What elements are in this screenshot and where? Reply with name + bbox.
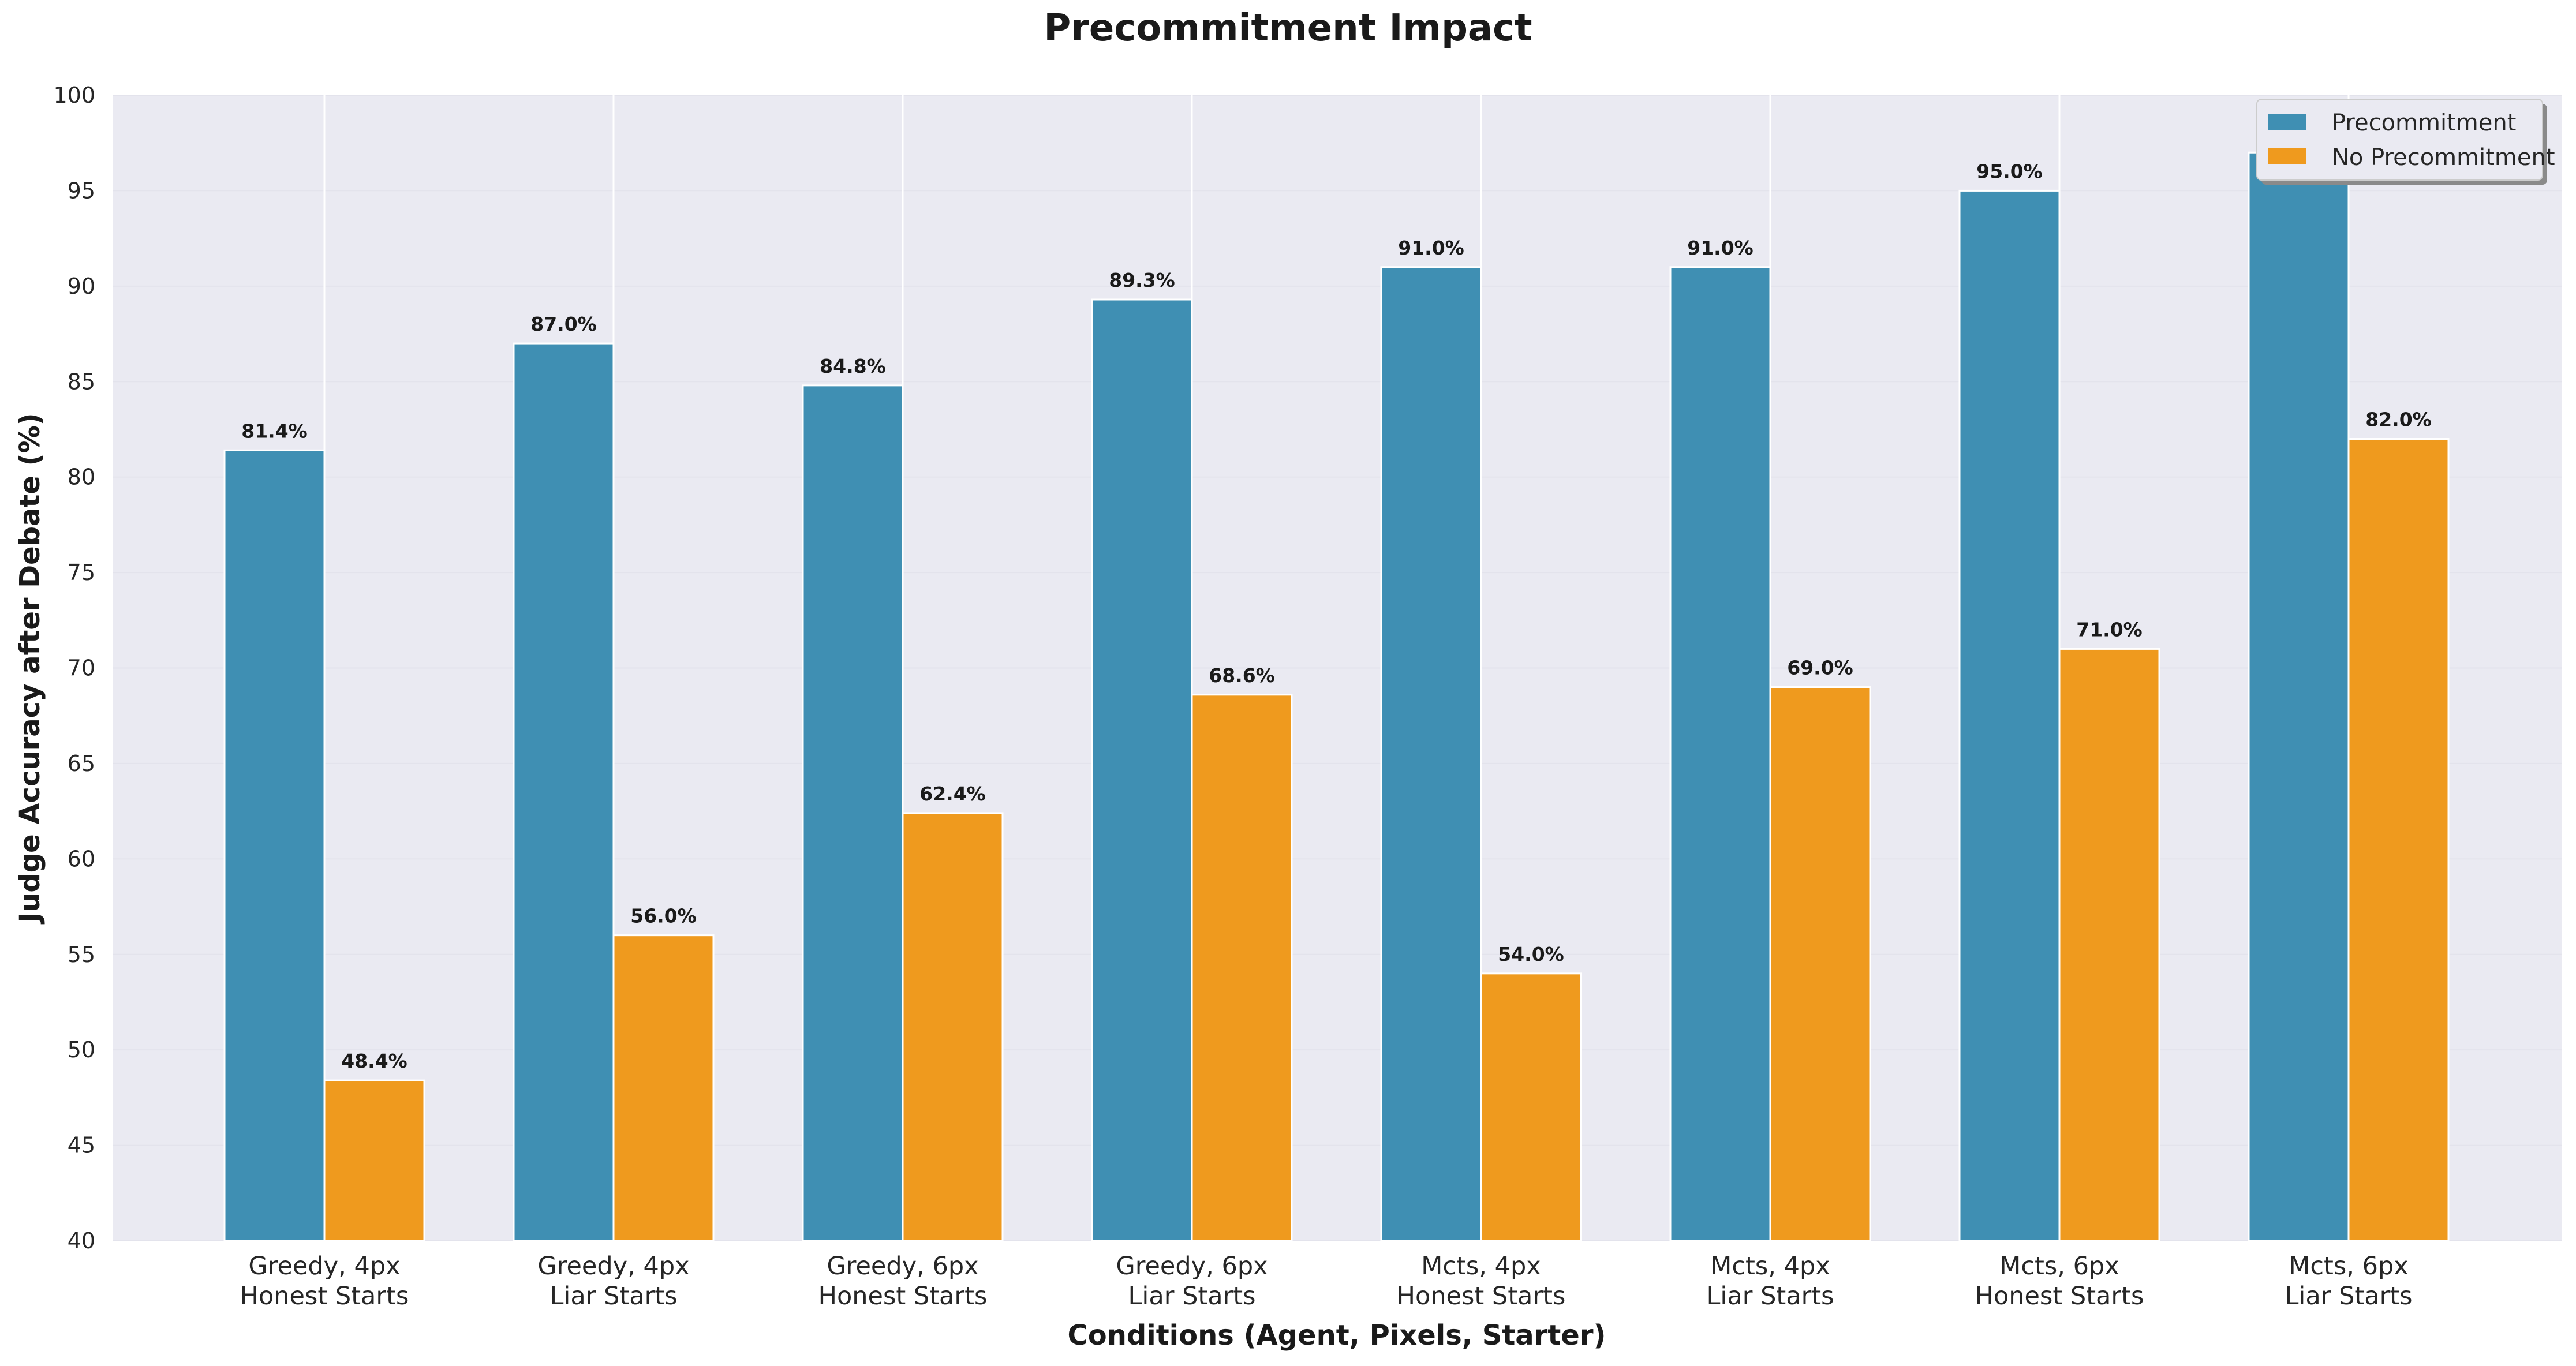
data-label: 87.0% xyxy=(530,313,597,335)
x-tick-label: Mcts, 6px xyxy=(2289,1252,2408,1281)
bar-precommitment xyxy=(513,342,615,1242)
legend-swatch-precommitment xyxy=(2268,114,2306,130)
y-tick-label: 45 xyxy=(68,1133,95,1158)
x-tick-label: Honest Starts xyxy=(1975,1282,2144,1311)
x-tick-label: Honest Starts xyxy=(818,1282,988,1311)
data-label: 62.4% xyxy=(919,783,986,805)
x-tick-label: Mcts, 4px xyxy=(1710,1252,1830,1281)
x-tick-label: Liar Starts xyxy=(549,1282,677,1311)
bar-no-precommitment xyxy=(323,1079,425,1242)
data-label: 54.0% xyxy=(1498,943,1564,965)
y-tick-label: 100 xyxy=(53,83,95,108)
x-tick-label: Liar Starts xyxy=(1706,1282,1834,1311)
y-tick-label: 50 xyxy=(68,1037,95,1062)
legend: Precommitment No Precommitment xyxy=(2256,99,2555,185)
data-label: 71.0% xyxy=(2076,618,2143,641)
data-label: 91.0% xyxy=(1398,237,1464,259)
y-tick-label: 85 xyxy=(68,369,95,394)
bar-precommitment xyxy=(1958,189,2061,1242)
bar-precommitment xyxy=(2248,151,2350,1242)
x-tick-label: Honest Starts xyxy=(1397,1282,1566,1311)
x-tick-label: Mcts, 4px xyxy=(1421,1252,1541,1281)
y-tick-label: 75 xyxy=(68,560,95,585)
bars xyxy=(223,151,2450,1242)
bar-no-precommitment xyxy=(1191,694,1293,1242)
y-tick-label: 70 xyxy=(68,656,95,681)
y-tick-label: 80 xyxy=(68,465,95,490)
bar-no-precommitment xyxy=(2347,438,2450,1242)
data-label: 89.3% xyxy=(1109,269,1175,291)
bar-no-precommitment xyxy=(1769,686,1871,1242)
data-label: 81.4% xyxy=(241,420,308,442)
data-label: 91.0% xyxy=(1687,237,1754,259)
y-tick-label: 60 xyxy=(68,846,95,871)
bar-precommitment xyxy=(1091,298,1193,1242)
bar-precommitment xyxy=(802,384,904,1242)
x-tick-label: Liar Starts xyxy=(1128,1282,1255,1311)
y-axis-ticks: 40 45 50 55 60 65 70 75 80 85 90 95 100 xyxy=(53,83,95,1253)
bar-no-precommitment xyxy=(612,934,715,1242)
x-tick-label: Greedy, 6px xyxy=(827,1252,978,1281)
legend-swatch-no-precommitment xyxy=(2268,148,2306,164)
x-tick-label: Greedy, 6px xyxy=(1116,1252,1268,1281)
y-tick-label: 90 xyxy=(68,274,95,299)
data-label: 84.8% xyxy=(820,355,886,377)
bar-no-precommitment xyxy=(2058,648,2160,1242)
x-tick-label: Honest Starts xyxy=(240,1282,409,1311)
bar-no-precommitment xyxy=(1480,972,1582,1242)
x-tick-label: Greedy, 4px xyxy=(537,1252,689,1281)
legend-box xyxy=(2256,99,2543,181)
y-tick-label: 65 xyxy=(68,751,95,776)
y-tick-label: 55 xyxy=(68,942,95,967)
bar-no-precommitment xyxy=(902,812,1004,1242)
x-tick-label: Greedy, 4px xyxy=(248,1252,400,1281)
data-labels: 81.4% 87.0% 84.8% 89.3% 91.0% 91.0% 95.0% 48.4%… xyxy=(241,160,2432,1072)
bar-precommitment xyxy=(223,449,326,1242)
data-label: 56.0% xyxy=(630,905,697,927)
bar-precommitment xyxy=(1669,266,1771,1242)
data-label: 48.4% xyxy=(341,1050,407,1072)
x-tick-label: Mcts, 6px xyxy=(1999,1252,2119,1281)
x-tick-label: Liar Starts xyxy=(2285,1282,2412,1311)
bar-precommitment xyxy=(1380,266,1482,1242)
data-label: 82.0% xyxy=(2365,409,2432,431)
legend-label-no-precommitment: No Precommitment xyxy=(2332,144,2555,171)
y-tick-label: 95 xyxy=(68,178,95,203)
y-axis-label: Judge Accuracy after Debate (%) xyxy=(14,413,46,924)
x-axis-label: Conditions (Agent, Pixels, Starter) xyxy=(1068,1319,1606,1352)
chart-title: Precommitment Impact xyxy=(1044,7,1532,50)
data-label: 69.0% xyxy=(1787,657,1853,679)
data-label: 95.0% xyxy=(1976,160,2043,182)
y-tick-label: 40 xyxy=(68,1228,95,1253)
data-label: 68.6% xyxy=(1209,664,1275,687)
legend-label-precommitment: Precommitment xyxy=(2332,110,2516,136)
